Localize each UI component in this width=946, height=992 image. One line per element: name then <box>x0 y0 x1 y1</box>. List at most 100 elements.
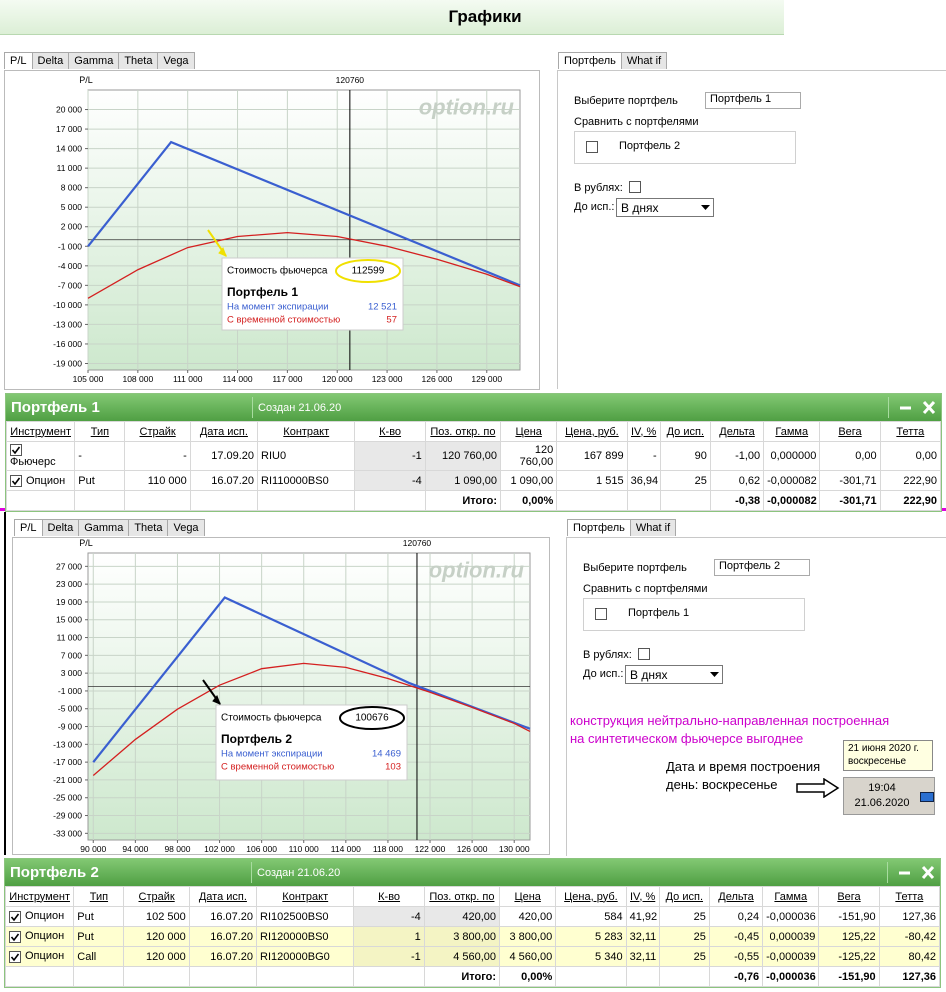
tab[interactable]: Портфель <box>567 519 631 536</box>
tab[interactable]: Delta <box>41 519 80 536</box>
column-header[interactable]: Дата исп. <box>188 886 258 907</box>
cell: Put <box>73 926 125 947</box>
cell: 167 899 <box>556 440 628 472</box>
checkbox-label: Портфель 1 <box>628 607 690 619</box>
cell-text: - <box>78 450 82 463</box>
cell: Put <box>74 470 126 492</box>
chart: 105 000 108 000 111 000 114 000 117 000 120 0… <box>4 70 540 390</box>
portfolio-input[interactable]: Портфель 2 <box>714 559 810 576</box>
cell: 16.07.20 <box>188 946 258 967</box>
cell-text: RI120000BS0 <box>260 930 329 943</box>
cell: 5 283 <box>555 926 627 947</box>
column-header[interactable]: Цена, руб. <box>556 421 628 442</box>
column-header[interactable]: Контракт <box>256 886 355 907</box>
header-divider <box>252 397 253 418</box>
date-tooltip: 21 июня 2020 г. воскресенье <box>843 740 933 771</box>
checkbox[interactable] <box>629 181 641 193</box>
tab[interactable]: Портфель <box>558 52 622 69</box>
column-header[interactable]: Поз. откр. по <box>423 886 501 907</box>
cell: 0,000039 <box>762 926 820 947</box>
tab[interactable]: P/L <box>14 519 43 536</box>
column-header[interactable]: К-во <box>354 421 426 442</box>
total-cell: 0,00% <box>500 490 558 512</box>
column-header[interactable]: IV, % <box>625 886 660 907</box>
cell: 32,11 <box>625 946 660 967</box>
cell-text: 167 899 <box>583 450 624 463</box>
column-header[interactable]: Вега <box>819 421 881 442</box>
expiry-select[interactable]: В днях <box>616 198 714 217</box>
total-cell <box>73 966 125 987</box>
tab[interactable]: Delta <box>31 52 70 69</box>
cell-text: 5 283 <box>595 930 623 943</box>
tooltip-label: Стоимость фьючерса <box>221 712 322 724</box>
portfolio-input[interactable]: Портфель 1 <box>705 92 801 109</box>
cell-text: 32,11 <box>629 950 657 963</box>
annotation: на синтетическом фьючерсе выгоднее <box>570 731 804 746</box>
column-header[interactable]: Инструмент <box>4 886 75 907</box>
tab[interactable]: Vega <box>157 52 195 69</box>
tab[interactable]: Theta <box>118 52 159 69</box>
portfolio-table: Портфель 2 Создан 21.06.20 Инструмент Тип Ст… <box>4 858 941 988</box>
table-title: Портфель 1 <box>11 399 100 416</box>
x-tick-label: 126 000 <box>422 374 453 384</box>
column-header[interactable]: Тетта <box>879 421 942 442</box>
cell: 584 <box>555 906 627 927</box>
watermark: option.ru <box>429 558 525 583</box>
cell: 0,24 <box>708 906 764 927</box>
column-header[interactable]: Дельта <box>708 886 764 907</box>
column-header[interactable]: Тип <box>73 886 125 907</box>
tab[interactable]: Gamma <box>78 519 130 536</box>
cell-text: 222,90 <box>903 474 937 487</box>
column-header[interactable]: Контракт <box>257 421 356 442</box>
expiry-select[interactable]: В днях <box>625 665 723 684</box>
total-text: -0,76 <box>734 970 760 983</box>
y-tick-label: 19 000 <box>56 597 82 607</box>
column-header[interactable]: Цена <box>500 421 558 442</box>
cell: 5 340 <box>555 946 627 967</box>
column-header[interactable]: Цена, руб. <box>555 886 627 907</box>
column-header[interactable]: Поз. откр. по <box>424 421 502 442</box>
checkbox <box>9 930 21 943</box>
tab-strip: P/L Delta Gamma Theta Vega <box>14 519 205 536</box>
column-header[interactable]: Инструмент <box>5 421 76 442</box>
column-header[interactable]: Гамма <box>763 421 821 442</box>
cell-text: -125,22 <box>838 950 876 963</box>
checkbox[interactable] <box>595 608 607 620</box>
checkbox-box <box>9 930 21 943</box>
y-tick-label: -21 000 <box>53 775 82 785</box>
tab[interactable]: What if <box>620 52 668 69</box>
close-icon <box>921 865 935 880</box>
cell: -0,000082 <box>763 470 821 492</box>
data-row: Опцион Put 110 000 16.07.20 RI110000BS0 -4 1 0… <box>5 470 942 492</box>
y-tick-label: 3 000 <box>61 668 83 678</box>
column-header[interactable]: Дельта <box>709 421 765 442</box>
column-header[interactable]: Гамма <box>762 886 820 907</box>
tab[interactable]: Gamma <box>68 52 120 69</box>
checkbox[interactable] <box>586 141 598 153</box>
cell-text: 16.07.20 <box>211 474 255 487</box>
column-header[interactable]: Цена <box>499 886 557 907</box>
column-header[interactable]: До исп. <box>658 886 710 907</box>
column-header[interactable]: К-во <box>353 886 425 907</box>
tab[interactable]: Theta <box>128 519 169 536</box>
column-header[interactable]: Страйк <box>123 886 190 907</box>
cell-text: 1 515 <box>596 474 624 487</box>
tab[interactable]: Vega <box>167 519 205 536</box>
column-header[interactable]: Страйк <box>124 421 191 442</box>
cell: 1 <box>353 926 425 947</box>
column-header[interactable]: Тип <box>74 421 126 442</box>
column-header[interactable]: Дата исп. <box>189 421 259 442</box>
column-header[interactable]: До исп. <box>659 421 711 442</box>
y-tick-label: 11 000 <box>57 163 83 173</box>
field-label: Выберите портфель <box>583 562 687 574</box>
total-cell <box>188 966 258 987</box>
total-cell: 127,36 <box>878 966 941 987</box>
checkbox[interactable] <box>638 648 650 660</box>
column-header[interactable]: Тетта <box>878 886 941 907</box>
total-row: Итого: 0,00% -0,38 -0,000082 -301,71 222,90 <box>5 490 942 512</box>
tab[interactable]: P/L <box>4 52 33 69</box>
column-header[interactable]: IV, % <box>626 421 661 442</box>
tab[interactable]: What if <box>629 519 677 536</box>
x-tick-label: 123 000 <box>372 374 403 384</box>
column-header[interactable]: Вега <box>818 886 880 907</box>
